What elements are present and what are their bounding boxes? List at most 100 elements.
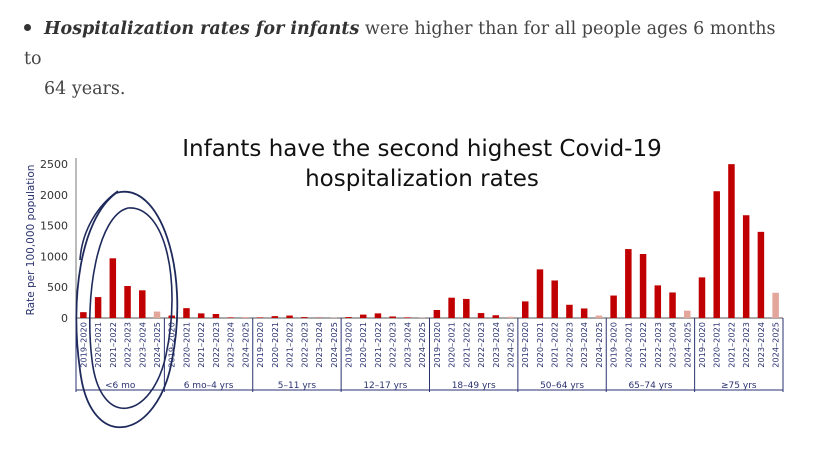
- bar: [345, 317, 352, 318]
- bar: [610, 295, 617, 318]
- x-season-tick-label: 2021–2022: [461, 322, 471, 368]
- bar: [271, 316, 279, 318]
- x-season-tick-label: 2024–2025: [417, 322, 427, 368]
- bullet-paragraph: Hospitalization rates for infants were h…: [24, 14, 794, 104]
- y-axis-label: Rate per 100,000 population: [25, 165, 37, 316]
- x-season-tick-label: 2023–2024: [226, 322, 236, 368]
- x-group-label: 65–74 yrs: [628, 381, 672, 391]
- bar: [536, 269, 544, 318]
- x-season-tick-label: 2023–2024: [314, 322, 324, 368]
- hand-drawn-circle-annotation: [75, 190, 179, 428]
- bar: [521, 301, 529, 318]
- bar: [242, 317, 249, 318]
- bar: [153, 311, 161, 318]
- x-group-label: 5–11 yrs: [278, 381, 317, 391]
- y-tick-label: 0: [61, 312, 68, 325]
- y-tick-label: 500: [47, 281, 68, 294]
- x-season-tick-label: 2021–2022: [108, 322, 118, 368]
- x-season-tick-label: 2022–2023: [564, 322, 574, 368]
- bar: [212, 314, 220, 318]
- bar: [256, 317, 264, 318]
- bar: [80, 312, 87, 318]
- x-season-tick-label: 2021–2022: [550, 322, 560, 368]
- x-season-tick-label: 2022–2023: [299, 322, 309, 368]
- x-season-tick-label: 2021–2022: [638, 322, 648, 368]
- x-group-label: 12–17 yrs: [363, 381, 407, 391]
- bar: [94, 297, 102, 318]
- bar: [698, 277, 706, 318]
- x-season-tick-label: 2022–2023: [211, 322, 221, 368]
- bar: [625, 249, 632, 318]
- x-season-tick-label: 2024–2025: [682, 322, 692, 368]
- y-tick-label: 2000: [40, 189, 68, 202]
- bar: [286, 315, 293, 318]
- bar: [595, 315, 603, 318]
- bar: [359, 314, 367, 318]
- x-season-tick-label: 2024–2025: [152, 322, 162, 368]
- bar: [448, 297, 455, 318]
- chart-plot-area: Rate per 100,000 population 0 500 1000 1500 2…: [25, 158, 784, 392]
- bar: [742, 215, 750, 318]
- bar: [183, 308, 190, 318]
- x-season-tick-label: 2019–2020: [697, 322, 707, 368]
- y-tick-label: 1500: [40, 220, 68, 233]
- chart-title-line2: hospitalization rates: [305, 166, 539, 192]
- x-season-tick-label: 2023–2024: [756, 322, 766, 368]
- x-season-tick-label: 2024–2025: [771, 322, 781, 368]
- bar: [728, 164, 735, 318]
- bar: [684, 310, 691, 318]
- x-season-tick-label: 2020–2021: [712, 322, 722, 368]
- x-season-tick-label: 2024–2025: [506, 322, 516, 368]
- x-season-tick-label: 2023–2024: [402, 322, 412, 368]
- x-season-tick-label: 2024–2025: [594, 322, 604, 368]
- x-season-tick-label: 2022–2023: [741, 322, 751, 368]
- x-season-tick-label: 2023–2024: [491, 322, 501, 368]
- x-season-tick-label: 2019–2020: [520, 322, 530, 368]
- x-season-tick-label: 2020–2021: [358, 322, 368, 368]
- x-group-label: 6 mo–4 yrs: [184, 381, 234, 391]
- y-tick-label: 2500: [40, 158, 68, 171]
- x-group-label: 50–64 yrs: [540, 381, 584, 391]
- chart-title-line1: Infants have the second highest Covid-19: [182, 136, 662, 162]
- annotation-loop-inner: [89, 207, 173, 409]
- x-season-tick-label: 2022–2023: [476, 322, 486, 368]
- x-season-tick-label: 2021–2022: [726, 322, 736, 368]
- x-group-label: <6 mo: [105, 381, 136, 391]
- x-season-tick-label: 2024–2025: [329, 322, 339, 368]
- x-season-tick-label: 2024–2025: [240, 322, 250, 368]
- x-season-tick-label: 2020–2021: [93, 322, 103, 368]
- bar: [139, 290, 146, 318]
- x-season-tick-label: 2020–2021: [270, 322, 280, 368]
- x-season-tick-label: 2020–2021: [623, 322, 633, 368]
- x-season-tick-label: 2023–2024: [137, 322, 147, 368]
- bar: [772, 292, 779, 318]
- bar: [639, 254, 647, 318]
- x-season-tick-label: 2021–2022: [373, 322, 383, 368]
- annotation-loop-outer: [75, 190, 179, 428]
- x-season-tick-label: 2021–2022: [196, 322, 206, 368]
- x-season-tick-label: 2022–2023: [653, 322, 663, 368]
- bullet-rest-text-line2: 64 years.: [44, 79, 126, 99]
- x-group-label: 18–49 yrs: [452, 381, 496, 391]
- bar: [109, 258, 117, 318]
- bar: [433, 310, 441, 318]
- y-tick-label: 1000: [40, 250, 68, 263]
- bar: [477, 313, 485, 318]
- annotation-stroke-top: [79, 190, 119, 261]
- bar: [580, 308, 588, 318]
- x-season-tick-label: 2022–2023: [388, 322, 398, 368]
- bar: [757, 231, 765, 318]
- bar: [227, 317, 234, 318]
- bullet-rest-text: were higher than for all people ages 6 m…: [24, 19, 776, 69]
- bar: [301, 317, 308, 318]
- x-season-tick-label: 2019–2020: [609, 322, 619, 368]
- bullet-dot-icon: [24, 24, 31, 31]
- x-season-tick-label: 2023–2024: [668, 322, 678, 368]
- bar: [124, 286, 131, 318]
- bar: [507, 316, 514, 318]
- bar: [374, 313, 382, 318]
- x-season-tick-label: 2019–2020: [255, 322, 265, 368]
- bar: [197, 313, 205, 318]
- x-season-tick-label: 2019–2020: [343, 322, 353, 368]
